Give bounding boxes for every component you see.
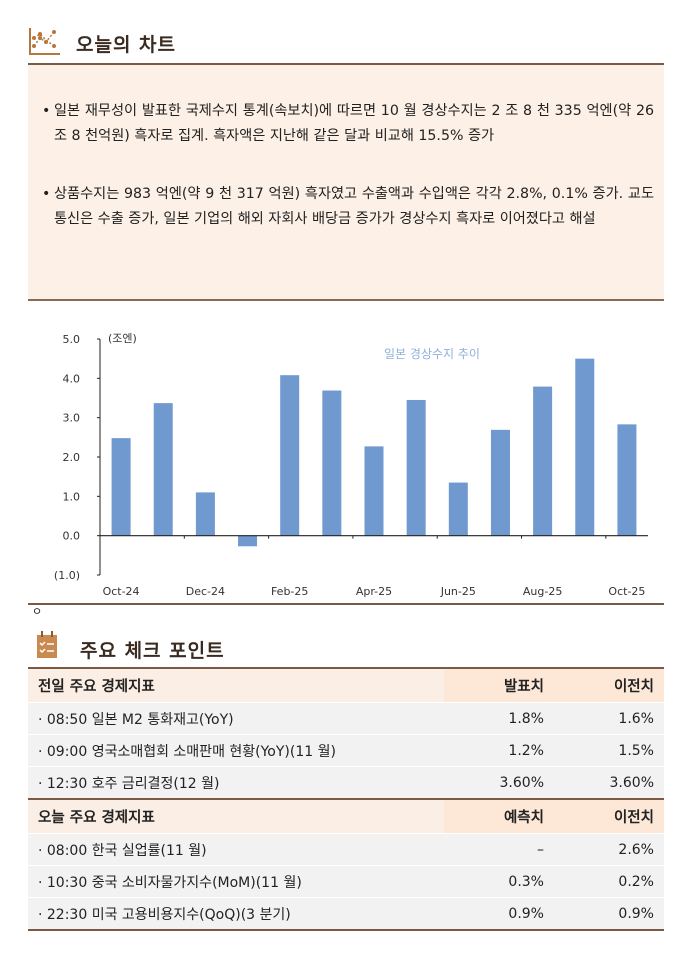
bar-Dec-24 — [195, 492, 215, 536]
x-tick-label: Oct-25 — [608, 585, 645, 598]
bar-Feb-25 — [280, 375, 300, 536]
y-tick-label: 3.0 — [63, 412, 81, 425]
x-tick-label: Oct-24 — [103, 585, 140, 598]
divider — [28, 603, 664, 605]
table-row: · 10:30 중국 소비자물가지수(MoM)(11 월) 0.3% 0.2% — [28, 865, 664, 898]
table-header-prev: 전일 주요 경제지표 발표치 이전치 — [28, 669, 664, 703]
bar-May-25 — [406, 399, 426, 536]
bar-Oct-24 — [111, 438, 131, 536]
line-chart-icon — [28, 26, 62, 56]
divider — [28, 63, 664, 65]
y-tick-label: 4.0 — [63, 372, 81, 385]
bar-Apr-25 — [364, 446, 384, 536]
y-axis-unit: (조엔) — [108, 332, 137, 345]
table-row: · 12:30 호주 금리결정(12 월) 3.60% 3.60% — [28, 766, 664, 799]
y-tick-label: (1.0) — [54, 569, 80, 582]
y-tick-label: 5.0 — [63, 333, 81, 346]
section-title-chart: 오늘의 차트 — [76, 34, 177, 56]
table-row: · 08:00 한국 실업률(11 월) –2.6% — [28, 833, 664, 866]
x-tick-label: Jun-25 — [440, 585, 476, 598]
bar-Sep-25 — [575, 358, 595, 536]
table-header-today: 오늘 주요 경제지표 예측치 이전치 — [28, 799, 664, 834]
table-row: · 09:00 영국소매협회 소매판매 현황(YoY)(11 월) 1.2% 1.5… — [28, 734, 664, 767]
bar-Jan-25 — [238, 535, 258, 547]
bar-Jul-25 — [490, 429, 510, 536]
x-tick-label: Feb-25 — [271, 585, 308, 598]
y-tick-label: 2.0 — [63, 451, 81, 464]
calendar-checklist-icon — [36, 631, 58, 659]
x-tick-label: Aug-25 — [523, 585, 562, 598]
table-row: · 08:50 일본 M2 통화재고(YoY) 1.8% 1.6% — [28, 702, 664, 735]
chart-title: 일본 경상수지 추이 — [384, 347, 480, 361]
summary-bullet: • 상품수지는 983 억엔(약 9 천 317 억원) 흑자였고 수출액과 수입… — [42, 186, 654, 227]
bar-Nov-24 — [153, 403, 173, 536]
source-note: ㅇ — [32, 605, 43, 618]
x-tick-label: Dec-24 — [186, 585, 225, 598]
section-title-checkpoints: 주요 체크 포인트 — [80, 640, 225, 662]
summary-bullet: • 일본 재무성이 발표한 국제수지 통계(속보치)에 따르면 10 월 경상수지… — [42, 103, 654, 144]
table-row: · 22:30 미국 고용비용지수(QoQ)(3 분기) 0.9% 0.9% — [28, 897, 664, 930]
bar-Oct-25 — [617, 424, 637, 536]
indicator-table: 전일 주요 경제지표 발표치 이전치 · 08:50 일본 M2 통화재고(YoY)… — [28, 669, 664, 931]
x-tick-label: Apr-25 — [356, 585, 392, 598]
y-tick-label: 1.0 — [63, 490, 81, 503]
y-tick-label: 0.0 — [63, 530, 81, 543]
divider — [28, 667, 664, 669]
bar-Aug-25 — [533, 386, 553, 536]
bar-Mar-25 — [322, 390, 342, 536]
current-account-chart: 5.0 4.0 3.0 2.0 1.0 0.0 (1.0) Oct-24 Dec-24 Feb-2… — [54, 332, 648, 598]
bar-Jun-25 — [448, 482, 468, 536]
summary-box: • 일본 재무성이 발표한 국제수지 통계(속보치)에 따르면 10 월 경상수지… — [28, 65, 664, 301]
